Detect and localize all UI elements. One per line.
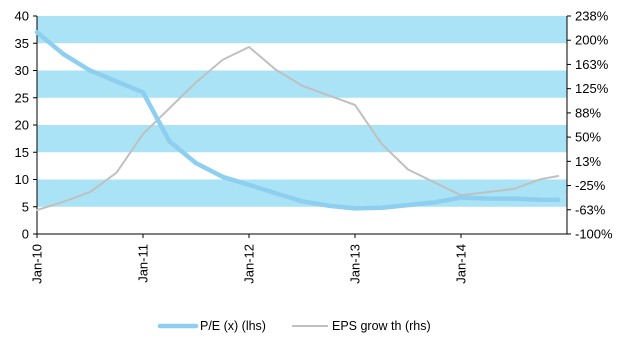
right-tick-label: 13% — [575, 154, 601, 169]
left-tick-label: 30 — [15, 63, 29, 78]
left-tick-label: 5 — [22, 199, 29, 214]
left-tick-label: 25 — [15, 90, 29, 105]
left-tick-label: 20 — [15, 118, 29, 133]
series-lines — [34, 30, 561, 212]
right-tick-label: -63% — [575, 202, 606, 217]
right-tick-label: 238% — [575, 9, 609, 24]
left-tick-label: 10 — [15, 172, 29, 187]
background-bands — [37, 16, 567, 207]
band — [37, 70, 567, 98]
series-line-eps — [36, 46, 560, 212]
right-tick-label: 163% — [575, 57, 609, 72]
x-tick-label: Jan-11 — [136, 244, 151, 283]
legend-label-pe: P/E (x) (lhs) — [200, 319, 266, 333]
left-tick-label: 40 — [15, 9, 29, 24]
band — [37, 16, 567, 44]
axes: 0 5 10 15 20 25 30 35 40 -100% -63% -25% 13% 50% 88% 12… — [15, 9, 613, 284]
right-tick-label: 200% — [575, 33, 609, 48]
left-tick-label: 35 — [15, 36, 29, 51]
right-tick-label: -100% — [575, 227, 613, 242]
right-tick-label: 125% — [575, 81, 609, 96]
x-tick-label: Jan-14 — [454, 244, 469, 284]
legend-label-eps: EPS grow th (rhs) — [332, 319, 431, 333]
series-line-pe — [34, 30, 561, 211]
right-tick-label: 88% — [575, 105, 601, 120]
x-tick-label: Jan-10 — [30, 244, 45, 284]
left-tick-label: 0 — [22, 227, 29, 242]
right-tick-label: 50% — [575, 130, 601, 145]
x-tick-label: Jan-13 — [348, 244, 363, 284]
band — [37, 125, 567, 153]
left-tick-label: 15 — [15, 145, 29, 160]
right-tick-label: -25% — [575, 178, 606, 193]
x-tick-label: Jan-12 — [242, 244, 257, 284]
legend: P/E (x) (lhs) EPS grow th (rhs) — [157, 319, 431, 333]
